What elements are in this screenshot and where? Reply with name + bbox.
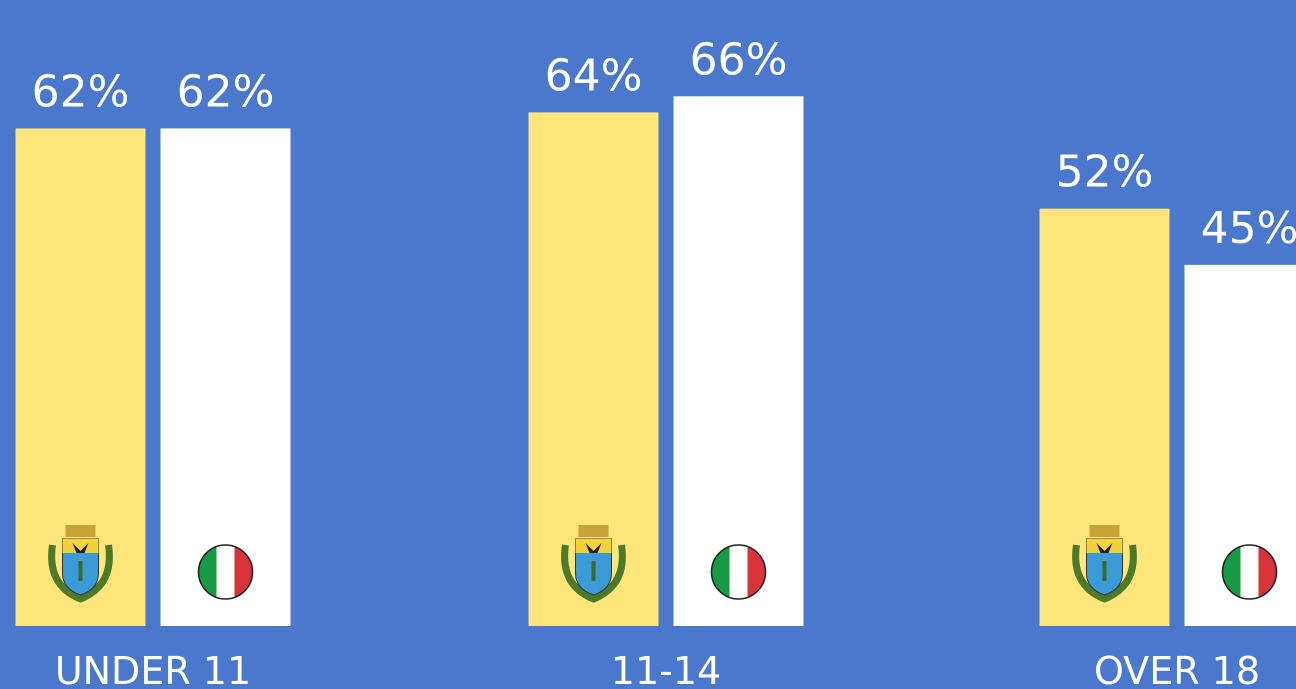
- crest-eagle: [585, 543, 602, 553]
- value-label: 52%: [1056, 147, 1154, 198]
- bar: [673, 96, 804, 627]
- flag-white: [729, 545, 748, 599]
- value-label: 66%: [690, 34, 788, 85]
- crest-icon: [1072, 525, 1137, 603]
- crest-tree: [78, 561, 83, 581]
- crest-icon: [48, 525, 113, 603]
- crest-crown: [1089, 525, 1120, 537]
- flag-outline: [710, 544, 767, 600]
- flag-outline: [197, 544, 254, 600]
- crest-eagle: [1096, 543, 1113, 553]
- flag-stripes: [1222, 545, 1277, 599]
- crest-eagle: [72, 543, 89, 553]
- value-label: 64%: [545, 50, 643, 101]
- italy-flag-icon: [197, 544, 254, 600]
- crest-wreath: [561, 544, 626, 603]
- crest-wreath: [1072, 544, 1137, 603]
- flag-green: [198, 545, 217, 599]
- crest-chief: [575, 539, 612, 553]
- flag-red: [747, 545, 766, 599]
- x-tick-label: UNDER 11: [55, 649, 251, 689]
- crest-chief: [62, 539, 99, 553]
- crest-icon: [561, 525, 626, 603]
- flag-outline: [1221, 544, 1278, 600]
- crest-tree: [591, 561, 596, 581]
- crest-wreath: [48, 544, 113, 603]
- flag-stripes: [198, 545, 253, 599]
- crest-crown: [578, 525, 609, 537]
- flag-red: [234, 545, 253, 599]
- flag-stripes: [711, 545, 766, 599]
- value-label: 62%: [32, 66, 130, 117]
- crest-chief: [1086, 539, 1123, 553]
- crest-crown: [65, 525, 96, 537]
- x-tick-label: OVER 18: [1094, 649, 1260, 689]
- flag-green: [711, 545, 730, 599]
- value-label: 62%: [177, 66, 275, 117]
- flag-red: [1258, 545, 1277, 599]
- flag-white: [1240, 545, 1259, 599]
- flag-green: [1222, 545, 1241, 599]
- value-label: 45%: [1201, 203, 1296, 254]
- x-tick-label: 11-14: [611, 649, 721, 689]
- crest-tree: [1102, 561, 1107, 581]
- italy-flag-icon: [1221, 544, 1278, 600]
- flag-white: [216, 545, 235, 599]
- italy-flag-icon: [710, 544, 767, 600]
- bar: [160, 128, 291, 626]
